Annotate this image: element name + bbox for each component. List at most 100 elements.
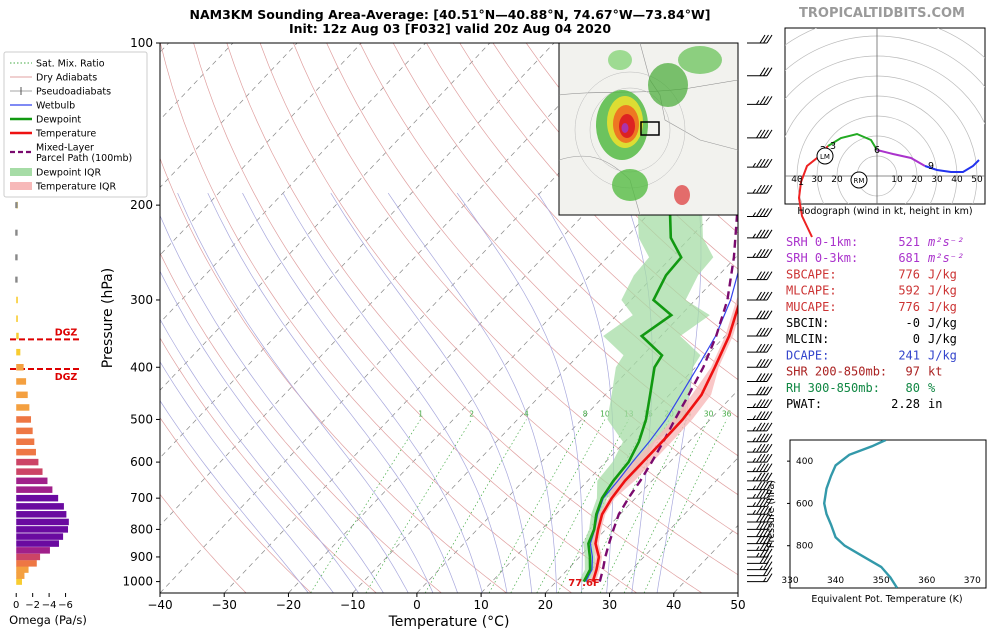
theta-e-ytick-label: 800 xyxy=(796,542,813,552)
index-label: RH 300-850mb: xyxy=(786,381,880,395)
legend-label: Pseudoadiabats xyxy=(36,87,111,98)
omega-bar xyxy=(16,378,26,385)
skewt-ytick-label: 300 xyxy=(130,293,153,307)
index-label: MLCAPE: xyxy=(786,284,837,298)
omega-bar xyxy=(16,333,18,340)
index-value: 592 xyxy=(898,284,920,298)
wind-barb-half xyxy=(757,100,760,104)
legend-label: Dry Adiabats xyxy=(36,73,97,84)
theta-e-xlabel: Equivalent Pot. Temperature (K) xyxy=(811,594,962,605)
omega-bar xyxy=(16,526,68,533)
hodograph-height-label: 1 xyxy=(798,177,804,188)
skewt-ytick-label: 100 xyxy=(130,36,153,50)
wind-barb xyxy=(747,444,772,452)
index-label: SBCAPE: xyxy=(786,267,837,281)
theta-e-ytick-label: 600 xyxy=(796,499,813,509)
theta-e-ytick-label: 400 xyxy=(796,457,813,467)
mixing-ratio-label: 30 xyxy=(704,409,714,418)
wind-barb-half xyxy=(753,438,756,442)
wind-barb-half xyxy=(757,553,760,557)
skewt-xtick-label: −40 xyxy=(147,598,172,612)
omega-bar xyxy=(16,439,34,446)
legend-label: Temperature IQR xyxy=(35,182,116,193)
surface-temp-label: 77.6F xyxy=(568,578,600,589)
index-value: 241 xyxy=(898,348,920,362)
hodograph-height-label: 9 xyxy=(928,161,934,172)
omega-bar xyxy=(16,533,63,540)
skewt-ytick-label: 500 xyxy=(130,412,153,426)
wind-barb xyxy=(747,411,772,419)
omega-bar xyxy=(16,560,37,567)
index-unit: J/kg xyxy=(928,316,957,330)
omega-bar xyxy=(16,468,42,475)
wind-barb xyxy=(747,423,772,431)
omega-bar xyxy=(16,572,24,579)
legend-label: Sat. Mix. Ratio xyxy=(36,59,105,70)
skewt-ytick-label: 700 xyxy=(130,491,153,505)
omega-bar xyxy=(16,449,36,456)
wind-barb xyxy=(747,292,772,300)
omega-bar xyxy=(15,230,17,236)
legend: Sat. Mix. Ratio Dry Adiabats Pseudoadiabat… xyxy=(4,52,147,197)
pseudoadiabat-line xyxy=(388,193,556,593)
omega-bar xyxy=(16,495,58,502)
pseudoadiabat-line xyxy=(84,193,334,593)
wind-barb xyxy=(747,344,772,352)
index-label: PWAT: xyxy=(786,397,822,411)
wind-barb-half xyxy=(753,253,756,257)
chart-title: NAM3KM Sounding Area-Average: [40.51°N—4… xyxy=(190,7,711,22)
index-unit: J/kg xyxy=(928,267,957,281)
skewt-ylabel: Pressure (hPa) xyxy=(100,268,116,368)
skewt-xtick-label: 0 xyxy=(413,598,421,612)
index-unit: kt xyxy=(928,365,942,379)
wind-barb xyxy=(747,68,772,76)
omega-xtick-label: −4 xyxy=(42,600,57,611)
omega-bar xyxy=(16,349,20,356)
mixing-ratio-label: 8 xyxy=(583,409,588,418)
legend-label: Parcel Path (100mb) xyxy=(36,153,132,164)
wind-barb-half xyxy=(753,510,756,514)
omega-bar xyxy=(16,315,18,322)
omega-bar xyxy=(16,566,28,573)
legend-label: Dewpoint IQR xyxy=(36,168,101,179)
chart-subtitle: Init: 12z Aug 03 [F032] valid 20z Aug 04… xyxy=(289,21,611,36)
wind-barb-half xyxy=(753,494,756,498)
mixing-ratio-label: 2 xyxy=(469,409,474,418)
wind-barb xyxy=(747,249,772,257)
pseudoadiabat-line xyxy=(178,193,433,593)
omega-bar xyxy=(15,202,17,208)
legend-label: Dewpoint xyxy=(36,115,81,126)
index-unit: m²s⁻² xyxy=(927,251,964,265)
hodograph-tick-label: 50 xyxy=(971,175,983,185)
omega-xlabel: Omega (Pa/s) xyxy=(9,613,87,627)
omega-bar xyxy=(16,519,69,526)
dgz-label: DGZ xyxy=(55,372,78,383)
index-unit: m²s⁻² xyxy=(927,235,964,249)
hodograph-tick-label: 30 xyxy=(931,175,943,185)
skewt-ytick-label: 200 xyxy=(130,198,153,212)
wind-barb xyxy=(747,473,772,481)
skewt-ytick-label: 400 xyxy=(130,360,153,374)
wind-barb-half xyxy=(753,458,756,462)
skewt-xtick-label: 10 xyxy=(473,598,488,612)
index-value: 97 xyxy=(906,365,920,379)
omega-bar xyxy=(16,459,38,466)
hodograph-tick-label: 10 xyxy=(891,175,903,185)
skewt-xtick-label: 30 xyxy=(602,598,617,612)
omega-bar xyxy=(16,297,18,304)
wind-barb xyxy=(747,359,772,367)
wind-barb-half xyxy=(753,468,756,472)
pseudoadiabat-line xyxy=(457,193,582,593)
mixing-ratio-line xyxy=(425,420,526,594)
legend-label: Mixed-Layer xyxy=(36,143,94,154)
omega-xtick-label: −6 xyxy=(58,600,73,611)
index-label: SBCIN: xyxy=(786,316,829,330)
storm-motion-label: RM xyxy=(854,177,865,185)
